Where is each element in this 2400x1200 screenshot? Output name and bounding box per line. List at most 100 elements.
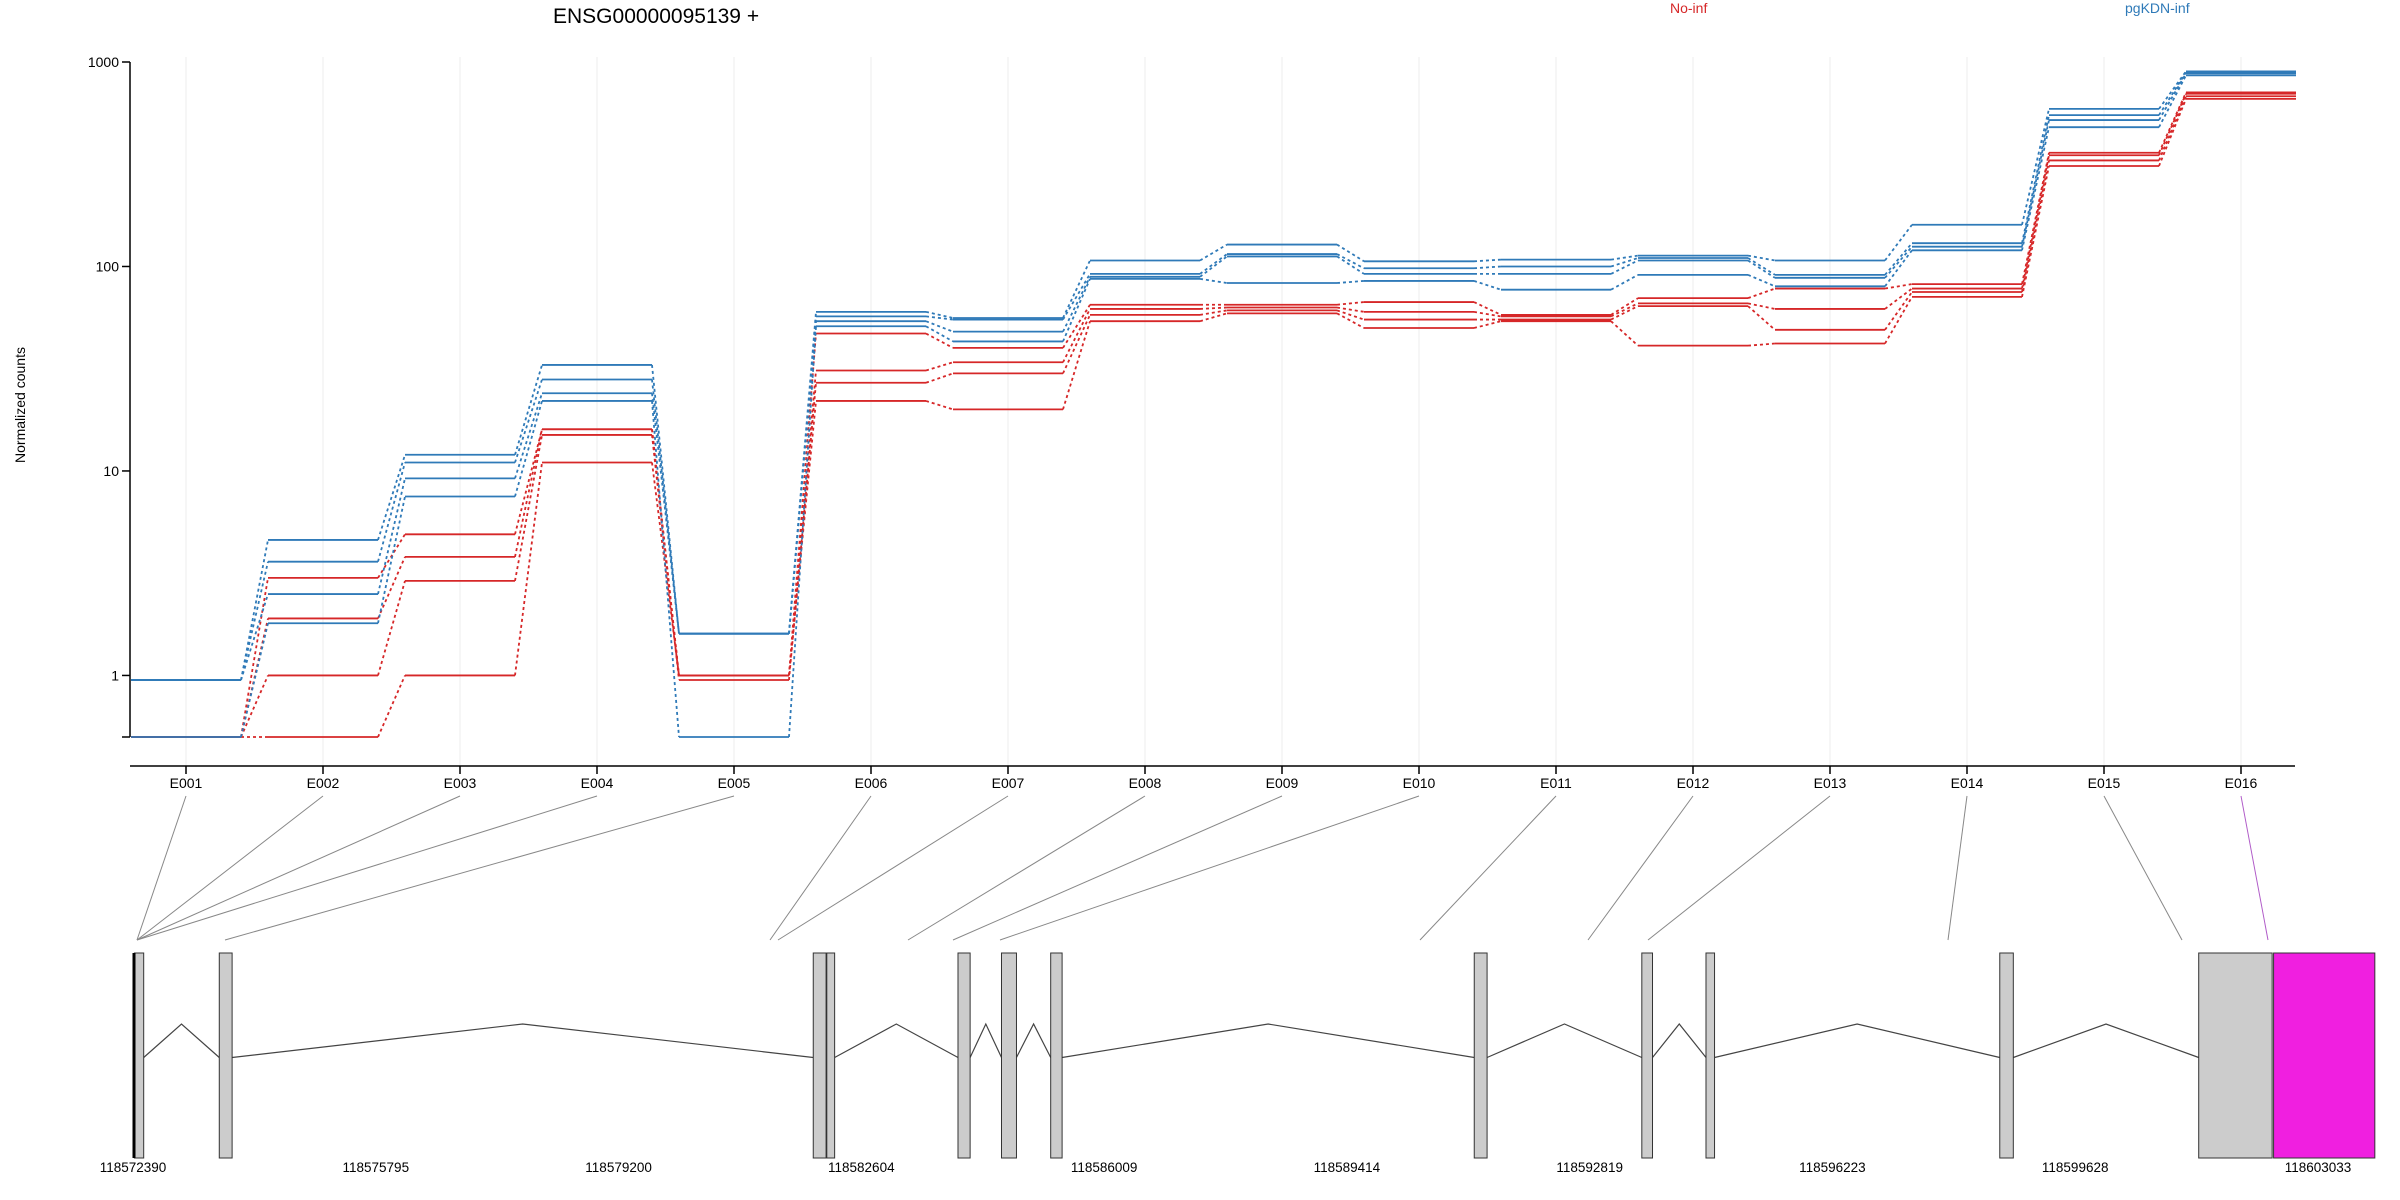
series-no-inf [131,92,2296,738]
series-connector [1747,287,1776,300]
genomic-tick-label: 118592819 [1556,1160,1623,1175]
x-tick-label: E016 [2225,775,2258,791]
series-connector [1884,224,1913,262]
genomic-tick-label: 118589414 [1314,1160,1381,1175]
series-connector [1884,296,1913,344]
series-connector [514,400,543,497]
series-connector [1473,301,1502,316]
series-pgkdn-inf [131,74,2296,738]
series-connector [2158,71,2187,116]
series-connector [788,326,817,738]
x-tick-label: E013 [1814,775,1847,791]
series-connector [1884,291,1913,331]
series-connector [1884,242,1913,276]
series-connector [788,333,817,676]
series-connector [514,429,543,535]
exon-box [957,952,971,1159]
connector-e001 [136,795,187,941]
series-connector [1199,312,1228,323]
connector-e016 [2240,795,2269,941]
exon-box [1050,952,1063,1159]
series-connector [377,675,406,738]
connector-e006 [769,795,872,941]
series-connector [240,623,269,738]
connector-e007 [777,795,1009,941]
genomic-tick-label: 118575795 [343,1160,410,1175]
x-tick-label: E007 [992,775,1025,791]
x-tick-label: E015 [2088,775,2121,791]
series-connector [2021,108,2050,225]
y-axis-label: Normalized counts [12,347,28,463]
series-connector [377,462,406,562]
series-connector [1199,309,1228,316]
x-tick-label: E005 [718,775,751,791]
series-connector [1884,283,1913,290]
series-connector [240,577,269,738]
series-connector [1473,280,1502,291]
intron-line [1652,1023,1707,1058]
series-pgkdn-inf [131,70,2296,681]
exon-box [826,952,836,1159]
series-no-inf [131,97,2296,738]
genomic-axis: 118572390 118575795 118579200 118582604 1185… [100,1160,2352,1175]
series-connector [1199,243,1228,262]
series-connector [1473,310,1502,318]
exon-box [1999,952,2014,1159]
series-connector [2158,92,2187,154]
series-connector [1610,274,1639,291]
series-connector [925,400,954,411]
series-connector [1747,259,1776,279]
intron-line [1062,1023,1475,1059]
axes: 1 10 100 1000 E001 E002 E003 E004 E005 E006 E007 E0… [88,54,2295,791]
y-tick-label: 1 [111,667,119,683]
series-connector [1610,257,1639,268]
series-connector [377,580,406,676]
series-connector [788,311,817,634]
series-connector [1199,277,1228,284]
series-connector [1336,280,1365,284]
series-connector [925,310,954,319]
series-connector [925,361,954,372]
series-connector [1610,259,1639,275]
series-connector [651,379,680,634]
gene-title: ENSG00000095139 + [553,5,759,28]
series-connector [1747,342,1776,347]
x-tick-label: E011 [1540,775,1572,791]
series-connector [788,400,817,676]
series-connector [1062,314,1091,374]
intron-line [1714,1023,2000,1059]
connector-e010 [999,795,1420,941]
series-connector [514,462,543,676]
connector-e011 [1419,795,1557,941]
series-connector [1610,297,1639,316]
series-connector [514,429,543,558]
x-tick-label: E010 [1403,775,1436,791]
series-connector [1610,320,1639,347]
x-tick-label: E012 [1677,775,1710,791]
intron-line [143,1023,220,1058]
genomic-tick-label: 118582604 [828,1160,895,1175]
x-tick-label: E004 [581,775,614,791]
connector-e008 [907,795,1146,941]
series-connector [1062,260,1091,319]
series-connector [925,372,954,384]
series-connector [925,332,954,349]
series-connector [925,320,954,333]
series-connector [377,454,406,541]
x-tick-label: E014 [1951,775,1984,791]
connector-e002 [136,795,324,941]
series-connector [1062,273,1091,321]
series-connector [1610,254,1639,261]
series-connector [1336,243,1365,263]
series-connector [1062,278,1091,342]
series-pgkdn-inf [131,72,2296,681]
series-connector [240,675,269,738]
connector-e003 [136,795,461,941]
series-connector [2158,95,2187,161]
genomic-tick-label: 118603033 [2285,1160,2352,1175]
exon-box [812,952,827,1159]
series-connector [925,315,954,321]
x-tick-label: E002 [307,775,340,791]
exon-box [133,952,145,1159]
